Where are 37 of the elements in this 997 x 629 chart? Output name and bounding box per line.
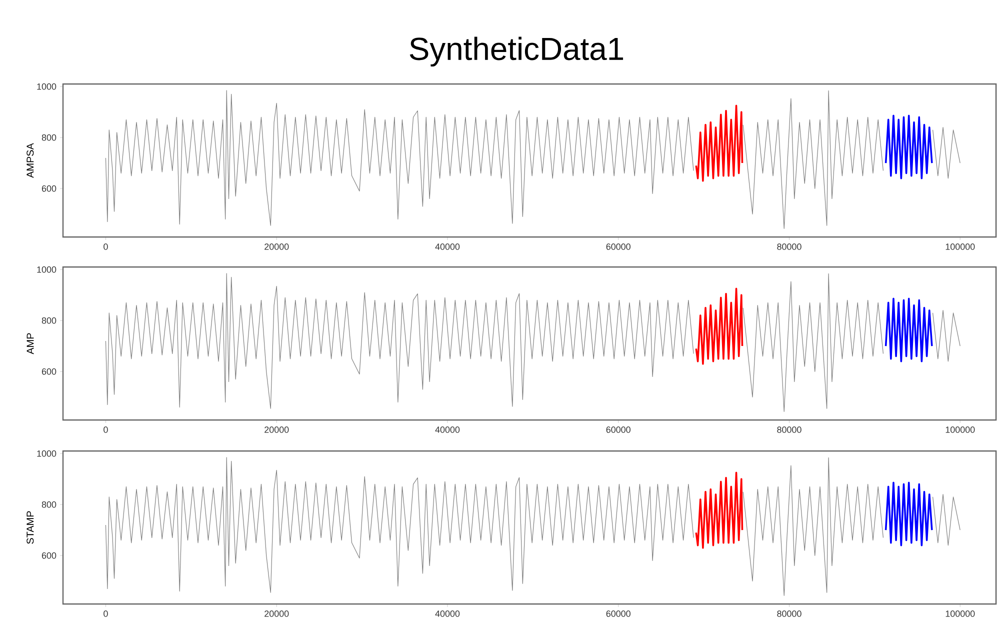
line-series: [695, 472, 744, 549]
x-tick-label: 0: [104, 244, 108, 250]
y-tick-label: 600: [42, 368, 56, 375]
x-tick-label: 60000: [606, 244, 630, 250]
x-tick-label: 0: [104, 426, 108, 433]
x-tick-label: 80000: [777, 426, 802, 433]
y-axis-title: AMP: [26, 333, 34, 354]
x-tick-label: 60000: [606, 426, 630, 433]
x-tick-label: 40000: [435, 426, 460, 433]
y-axis-title: AMPSA: [26, 143, 34, 178]
x-tick-label: 80000: [777, 610, 802, 617]
line-series: [884, 482, 933, 546]
x-tick-label: 100000: [946, 610, 975, 617]
y-tick-label: 600: [42, 552, 56, 559]
y-axis-title: STAMP: [26, 511, 34, 544]
x-tick-label: 20000: [264, 244, 289, 250]
line-series: [884, 114, 933, 180]
y-tick-label: 600: [42, 185, 56, 192]
x-tick-label: 40000: [435, 610, 460, 617]
x-tick-label: 20000: [264, 610, 289, 617]
x-tick-label: 40000: [435, 244, 460, 250]
x-tick-label: 20000: [264, 426, 289, 433]
x-tick-label: 0: [104, 610, 108, 617]
line-series: [695, 288, 744, 365]
x-tick-label: 100000: [946, 244, 975, 250]
y-tick-label: 1000: [37, 266, 56, 273]
x-tick-label: 80000: [777, 244, 802, 250]
line-series: [884, 298, 933, 362]
chart-title: SyntheticData1: [410, 36, 624, 66]
x-tick-label: 60000: [606, 610, 630, 617]
y-tick-label: 1000: [37, 450, 56, 457]
y-tick-label: 800: [42, 317, 56, 324]
x-tick-label: 100000: [946, 426, 975, 433]
line-series: [695, 104, 744, 182]
y-tick-label: 800: [42, 134, 56, 141]
y-tick-label: 1000: [37, 83, 56, 90]
y-tick-label: 800: [42, 501, 56, 508]
